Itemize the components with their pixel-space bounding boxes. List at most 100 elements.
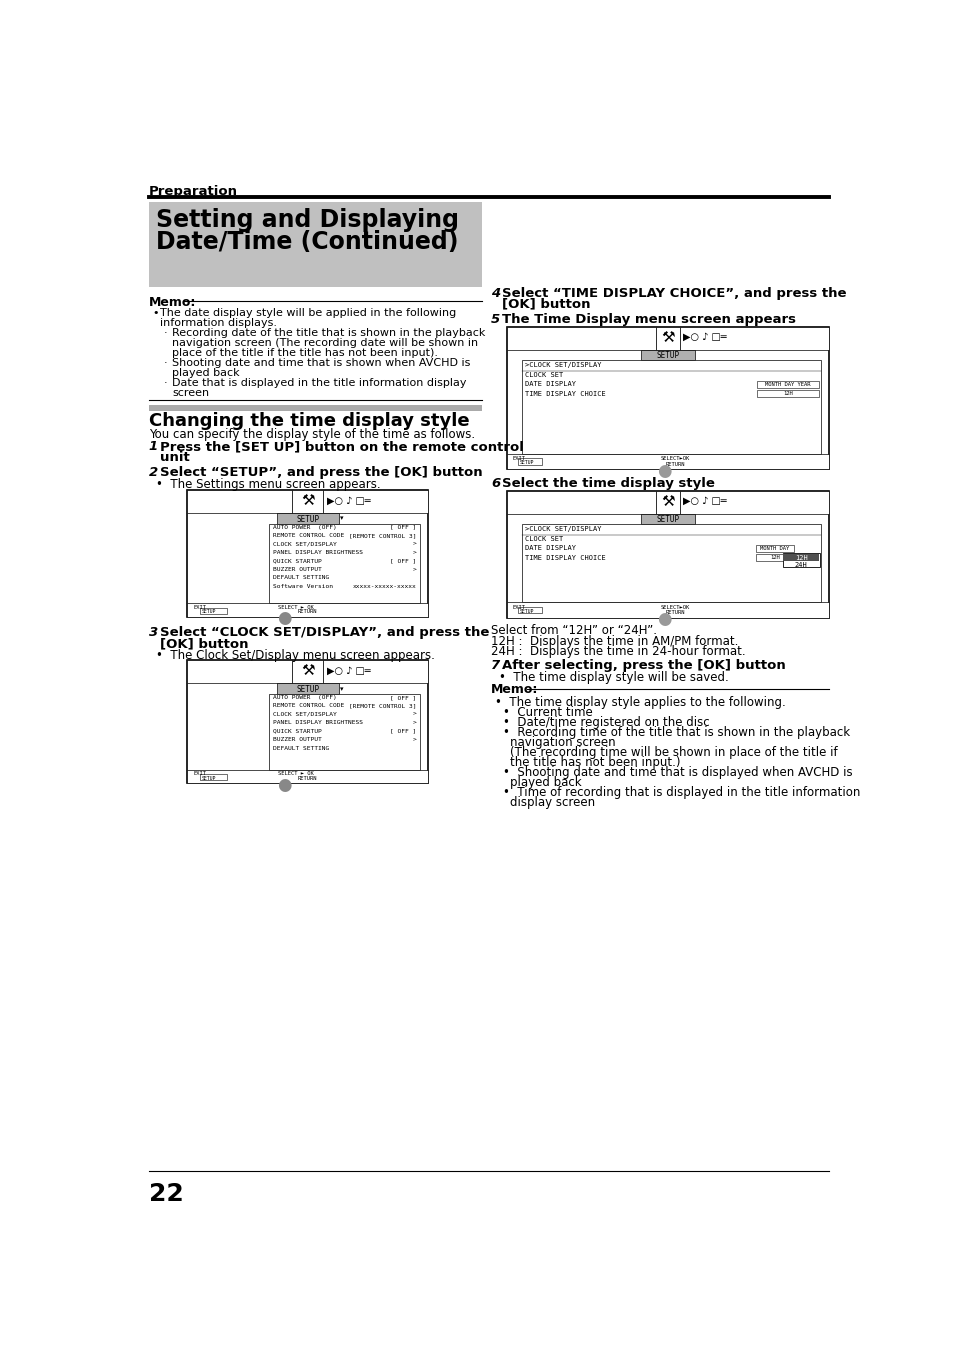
Bar <box>187 490 427 617</box>
Text: 5: 5 <box>491 313 500 325</box>
Text: [ OFF ]: [ OFF ] <box>390 695 416 699</box>
Text: Select “TIME DISPLAY CHOICE”, and press the: Select “TIME DISPLAY CHOICE”, and press … <box>501 286 845 300</box>
Bar <box>656 327 679 350</box>
Bar <box>269 694 419 769</box>
Bar <box>755 554 794 560</box>
Text: navigation screen (The recording date will be shown in: navigation screen (The recording date wi… <box>172 339 477 348</box>
Text: Changing the time display style: Changing the time display style <box>149 412 469 431</box>
Bar <box>757 390 819 397</box>
Text: The date display style will be applied in the following: The date display style will be applied i… <box>160 308 456 319</box>
Bar <box>199 774 227 780</box>
Text: ⚒: ⚒ <box>300 663 314 678</box>
Text: CLOCK SET: CLOCK SET <box>525 536 563 543</box>
Text: SETUP: SETUP <box>656 351 679 360</box>
Text: ⚒: ⚒ <box>660 494 674 509</box>
Bar <box>269 524 419 603</box>
Text: ●: ● <box>656 462 671 479</box>
Bar <box>292 490 323 513</box>
Text: 2: 2 <box>149 466 158 479</box>
Text: QUICK STARTUP: QUICK STARTUP <box>273 559 321 563</box>
Text: Select “CLOCK SET/DISPLAY”, and press the: Select “CLOCK SET/DISPLAY”, and press th… <box>159 626 488 640</box>
Text: EXIT: EXIT <box>513 605 525 610</box>
Text: Software Version: Software Version <box>273 585 333 589</box>
Text: Memo:: Memo: <box>149 296 196 309</box>
Text: Shooting date and time that is shown when AVCHD is: Shooting date and time that is shown whe… <box>172 358 470 369</box>
Bar <box>323 660 427 683</box>
Text: [REMOTE CONTROL 3]: [REMOTE CONTROL 3] <box>348 533 416 539</box>
Text: REMOTE CONTROL CODE: REMOTE CONTROL CODE <box>273 703 344 709</box>
Text: >CLOCK SET/DISPLAY: >CLOCK SET/DISPLAY <box>525 526 601 532</box>
Bar <box>781 554 819 567</box>
Text: ⚒: ⚒ <box>300 493 314 508</box>
Bar <box>679 491 828 514</box>
Bar <box>679 327 828 350</box>
Bar <box>656 491 679 514</box>
Text: TIME DISPLAY CHOICE: TIME DISPLAY CHOICE <box>525 390 605 397</box>
Text: CLOCK SET/DISPLAY: CLOCK SET/DISPLAY <box>273 711 336 717</box>
Text: [REMOTE CONTROL 3]: [REMOTE CONTROL 3] <box>348 703 416 709</box>
Text: MONTH DAY YEAR: MONTH DAY YEAR <box>764 382 810 387</box>
Bar <box>506 327 828 470</box>
Bar <box>517 459 542 464</box>
Text: ▾: ▾ <box>340 686 343 691</box>
Text: •  The time display style applies to the following.: • The time display style applies to the … <box>495 695 785 709</box>
Text: RETURN: RETURN <box>297 609 317 614</box>
Text: ▾: ▾ <box>340 516 343 521</box>
Text: information displays.: information displays. <box>160 319 277 328</box>
Text: SETUP: SETUP <box>201 776 215 780</box>
Text: screen: screen <box>172 389 209 398</box>
Bar <box>292 660 323 683</box>
Text: CLOCK SET: CLOCK SET <box>525 373 563 378</box>
Bar <box>187 490 292 513</box>
Text: [ OFF ]: [ OFF ] <box>390 559 416 563</box>
Text: DATE DISPLAY: DATE DISPLAY <box>525 382 576 387</box>
Text: xxxxx-xxxxx-xxxxx: xxxxx-xxxxx-xxxxx <box>352 585 416 589</box>
Text: DATE DISPLAY: DATE DISPLAY <box>525 545 576 551</box>
Text: RETURN: RETURN <box>665 462 685 467</box>
Text: ▶○ ♪ □═: ▶○ ♪ □═ <box>682 332 725 342</box>
Text: •  Recording time of the title that is shown in the playback: • Recording time of the title that is sh… <box>502 726 849 740</box>
Text: ·: · <box>164 358 168 369</box>
Text: 1: 1 <box>149 440 158 454</box>
Text: unit: unit <box>159 451 189 464</box>
Text: [OK] button: [OK] button <box>501 297 590 310</box>
Text: played back: played back <box>172 369 239 378</box>
Text: 4: 4 <box>491 286 500 300</box>
Text: ●: ● <box>276 609 292 628</box>
Text: SETUP: SETUP <box>295 514 319 524</box>
Text: the title has not been input.): the title has not been input.) <box>509 756 679 770</box>
Text: Select the time display style: Select the time display style <box>501 477 714 490</box>
Text: >: > <box>412 737 416 742</box>
Bar <box>149 202 481 286</box>
Text: [ OFF ]: [ OFF ] <box>390 729 416 733</box>
Text: SETUP: SETUP <box>201 609 215 614</box>
Text: ·: · <box>164 328 168 339</box>
Text: After selecting, press the [OK] button: After selecting, press the [OK] button <box>501 659 785 672</box>
Bar <box>640 350 695 360</box>
Text: >: > <box>412 567 416 572</box>
Text: Press the [SET UP] button on the remote control: Press the [SET UP] button on the remote … <box>159 440 523 454</box>
Text: Preparation: Preparation <box>149 185 237 198</box>
Text: EXIT: EXIT <box>193 605 207 610</box>
Text: >: > <box>412 721 416 725</box>
Text: BUZZER OUTPUT: BUZZER OUTPUT <box>273 567 321 572</box>
Text: CLOCK SET/DISPLAY: CLOCK SET/DISPLAY <box>273 541 336 547</box>
Text: >CLOCK SET/DISPLAY: >CLOCK SET/DISPLAY <box>525 362 601 369</box>
Text: ●: ● <box>276 776 292 794</box>
Text: •  The time display style will be saved.: • The time display style will be saved. <box>498 671 728 684</box>
Text: SELECT ► OK: SELECT ► OK <box>277 605 314 610</box>
Text: Date that is displayed in the title information display: Date that is displayed in the title info… <box>172 378 466 389</box>
Bar <box>755 544 794 552</box>
Text: QUICK STARTUP: QUICK STARTUP <box>273 729 321 733</box>
Text: DEFAULT SETTING: DEFAULT SETTING <box>273 575 329 580</box>
Text: 24H :  Displays the time in 24-hour format.: 24H : Displays the time in 24-hour forma… <box>491 645 745 657</box>
Text: •: • <box>152 308 159 319</box>
Bar <box>506 491 828 618</box>
Text: MONTH DAY: MONTH DAY <box>760 547 789 551</box>
Text: AUTO POWER  (OFF): AUTO POWER (OFF) <box>273 525 336 529</box>
Text: •  The Clock Set/Display menu screen appears.: • The Clock Set/Display menu screen appe… <box>156 649 435 663</box>
Bar <box>782 554 819 560</box>
Text: ⚒: ⚒ <box>660 329 674 344</box>
Text: REMOTE CONTROL CODE: REMOTE CONTROL CODE <box>273 533 344 539</box>
Text: •  Shooting date and time that is displayed when AVCHD is: • Shooting date and time that is display… <box>502 767 852 779</box>
